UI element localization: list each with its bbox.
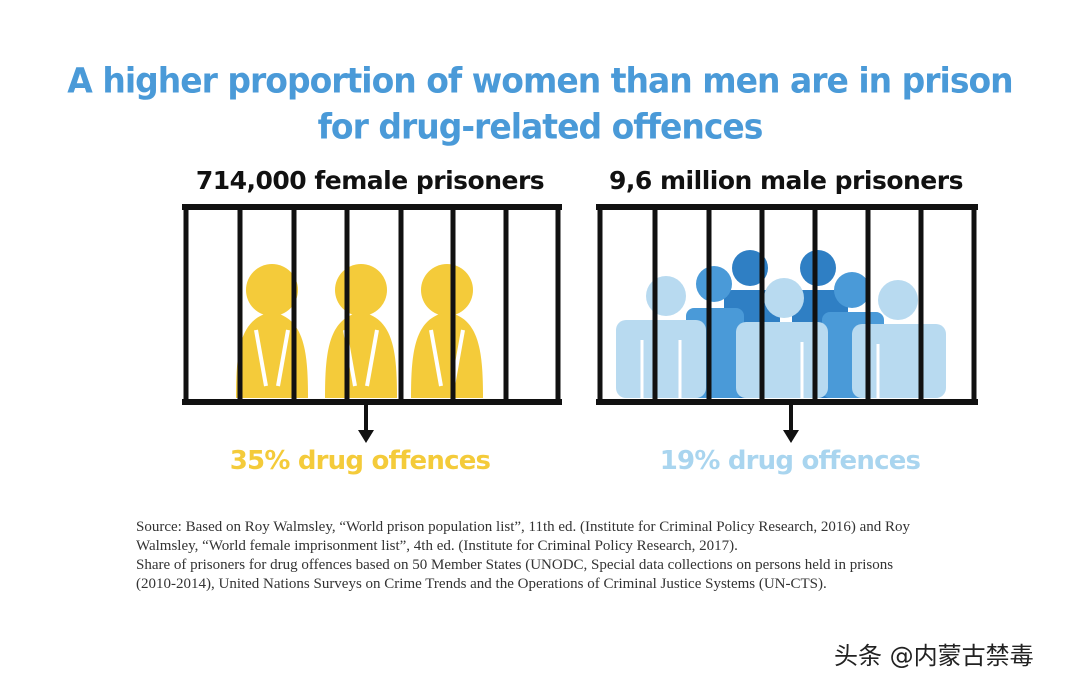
source-line-3: Share of prisoners for drug offences bas… [136, 557, 894, 573]
male-arrow-icon [783, 404, 799, 443]
female-figure-2 [325, 264, 397, 398]
male-prisoners-label: 9,6 million male prisoners [609, 166, 963, 195]
male-figure-back-2 [800, 250, 836, 286]
female-figure-3 [411, 264, 483, 398]
title-line-2: for drug-related offences [317, 106, 764, 148]
female-cage [182, 204, 562, 405]
source-line-2: Walmsley, “World female imprisonment lis… [136, 538, 738, 554]
male-figures [616, 250, 946, 398]
male-drug-offences-percent: 19% drug offences [659, 446, 921, 476]
source-note: Source: Based on Roy Walmsley, “World pr… [136, 518, 1036, 594]
female-drug-offences-percent: 35% drug offences [229, 446, 491, 476]
female-arrow-icon [358, 404, 374, 443]
male-figure-mid-2 [834, 272, 870, 308]
male-figure-back-1 [732, 250, 768, 286]
page-title: A higher proportion of women than men ar… [0, 58, 1080, 150]
female-figures [236, 264, 483, 398]
source-line-4: (2010-2014), United Nations Surveys on C… [136, 576, 827, 592]
male-figure-front-3 [878, 280, 918, 320]
male-cage [596, 204, 978, 405]
source-line-1: Source: Based on Roy Walmsley, “World pr… [136, 519, 910, 535]
watermark: 头条 @内蒙古禁毒 [834, 642, 1034, 670]
male-figure-mid-1 [696, 266, 732, 302]
female-prisoners-label: 714,000 female prisoners [195, 166, 545, 195]
male-figure-front-2 [764, 278, 804, 318]
title-line-1: A higher proportion of women than men ar… [67, 59, 1013, 101]
male-figure-front-1 [646, 276, 686, 316]
female-figure-1 [236, 264, 308, 398]
